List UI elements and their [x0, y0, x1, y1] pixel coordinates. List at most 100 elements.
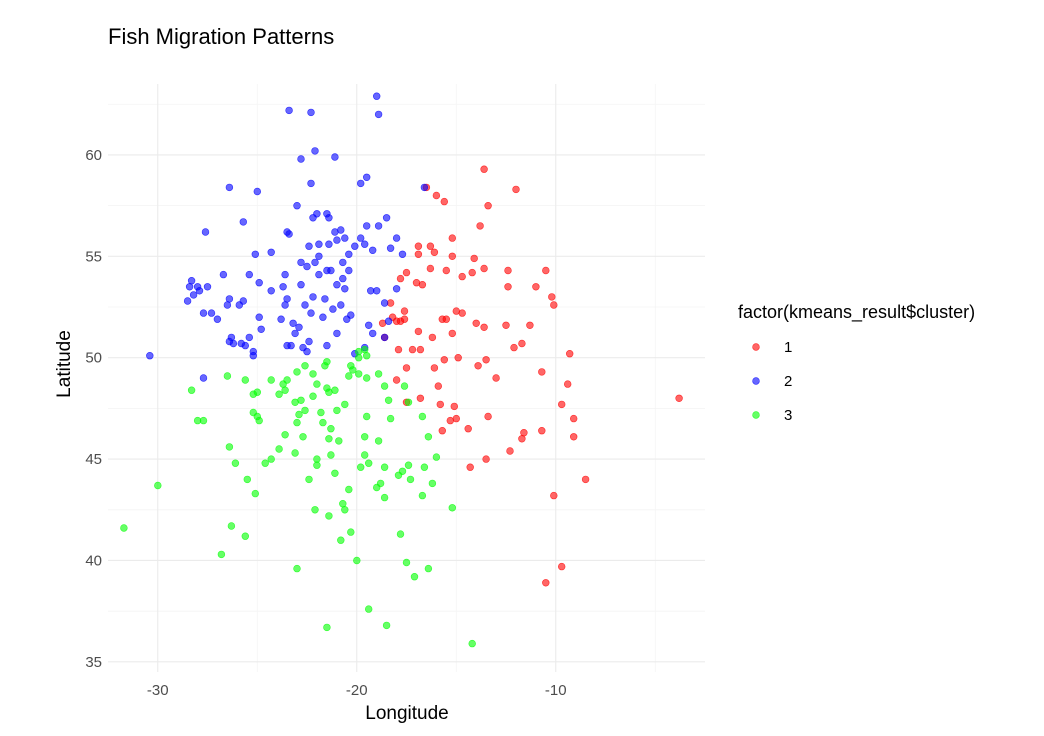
data-point-cluster-2 — [219, 270, 228, 279]
data-point-cluster-3 — [337, 536, 345, 544]
data-point-cluster-2 — [223, 301, 232, 309]
data-point-cluster-1 — [482, 455, 490, 463]
data-point-cluster-1 — [436, 400, 444, 409]
data-point-cluster-3 — [241, 532, 250, 540]
y-tick-label: 40 — [85, 552, 102, 569]
legend: factor(kmeans_result$cluster) 1 2 3 — [738, 302, 975, 424]
data-point-cluster-3 — [120, 524, 128, 532]
data-point-cluster-2 — [339, 274, 347, 283]
data-point-cluster-2 — [297, 155, 305, 163]
data-point-cluster-1 — [474, 362, 482, 370]
data-point-cluster-2 — [311, 258, 319, 267]
data-point-cluster-1 — [414, 242, 423, 250]
data-point-cluster-1 — [458, 272, 466, 281]
data-point-cluster-3 — [319, 418, 327, 427]
data-point-cluster-2 — [267, 287, 275, 295]
data-point-cluster-2 — [253, 187, 261, 196]
data-point-cluster-1 — [402, 268, 411, 277]
data-point-cluster-1 — [418, 281, 427, 289]
data-point-cluster-1 — [448, 234, 456, 242]
data-point-cluster-2 — [363, 173, 371, 182]
data-point-cluster-1 — [484, 412, 492, 421]
data-point-cluster-2 — [251, 250, 260, 259]
data-point-cluster-1 — [480, 323, 488, 331]
data-point-cluster-2 — [339, 258, 347, 267]
scatter-points — [120, 92, 683, 648]
data-point-cluster-3 — [275, 445, 283, 453]
data-point-cluster-3 — [380, 463, 389, 471]
data-point-cluster-1 — [506, 447, 514, 455]
plot-grid — [108, 84, 705, 672]
data-point-cluster-3 — [281, 386, 289, 394]
data-point-cluster-2 — [325, 240, 333, 248]
data-point-cluster-2 — [225, 295, 234, 303]
data-point-cluster-2 — [245, 333, 254, 342]
data-point-cluster-2 — [289, 319, 297, 327]
data-point-cluster-2 — [315, 270, 323, 279]
data-point-cluster-2 — [357, 234, 365, 242]
data-point-cluster-3 — [363, 352, 371, 360]
data-point-cluster-2 — [239, 297, 248, 305]
data-point-cluster-3 — [261, 459, 269, 467]
data-point-cluster-1 — [394, 345, 403, 354]
data-point-cluster-2 — [363, 222, 371, 230]
data-point-cluster-1 — [512, 185, 520, 194]
data-point-cluster-1 — [504, 266, 512, 275]
data-point-cluster-1 — [438, 427, 446, 435]
data-point-cluster-3 — [154, 481, 162, 490]
y-tick-label: 60 — [85, 147, 102, 164]
data-point-cluster-3 — [223, 372, 232, 380]
data-point-cluster-3 — [357, 463, 365, 471]
data-point-cluster-2 — [323, 266, 331, 275]
data-point-cluster-3 — [335, 437, 343, 445]
data-point-cluster-1 — [492, 374, 500, 382]
data-point-cluster-3 — [327, 451, 335, 459]
data-point-cluster-2 — [255, 313, 263, 321]
y-tick-label: 35 — [85, 654, 102, 671]
data-point-cluster-1 — [416, 394, 425, 402]
data-point-cluster-3 — [341, 400, 349, 409]
data-point-cluster-2 — [315, 252, 323, 260]
data-point-cluster-3 — [339, 500, 347, 508]
data-point-cluster-3 — [327, 425, 335, 433]
data-point-cluster-3 — [386, 414, 395, 423]
data-point-cluster-1 — [480, 264, 488, 273]
data-point-cluster-2 — [189, 291, 198, 299]
data-point-cluster-3 — [384, 396, 393, 404]
data-point-cluster-2 — [285, 230, 293, 238]
data-point-cluster-3 — [253, 388, 261, 396]
chart-title: Fish Migration Patterns — [108, 24, 334, 49]
data-point-cluster-3 — [373, 483, 381, 492]
data-point-cluster-1 — [402, 364, 411, 372]
data-point-cluster-3 — [293, 418, 301, 427]
data-point-cluster-3 — [418, 412, 427, 421]
data-point-cluster-2 — [199, 309, 208, 317]
data-point-cluster-3 — [468, 639, 476, 648]
data-point-cluster-2 — [337, 301, 345, 309]
data-point-cluster-2 — [285, 106, 293, 115]
data-point-cluster-3 — [249, 408, 258, 417]
data-point-cluster-2 — [374, 110, 383, 119]
data-point-cluster-3 — [309, 370, 317, 378]
data-point-cluster-3 — [398, 467, 407, 475]
data-point-cluster-1 — [550, 491, 558, 500]
data-point-cluster-2 — [297, 258, 305, 267]
y-axis-title: Latitude — [54, 330, 75, 398]
data-point-cluster-1 — [458, 309, 466, 317]
y-tick-label: 55 — [85, 248, 102, 265]
y-tick-label: 50 — [85, 350, 102, 367]
data-point-cluster-3 — [361, 433, 369, 441]
data-point-cluster-1 — [454, 354, 462, 362]
data-point-cluster-2 — [297, 281, 305, 289]
data-point-cluster-3 — [293, 368, 301, 376]
data-point-cluster-2 — [333, 236, 341, 244]
data-point-cluster-2 — [185, 283, 194, 291]
data-point-cluster-1 — [565, 350, 574, 358]
data-point-cluster-2 — [311, 147, 319, 155]
data-point-cluster-2 — [333, 329, 341, 338]
axis-tick-labels: -30 -20 -10 35 40 45 50 55 60 — [85, 147, 566, 699]
data-point-cluster-3 — [243, 475, 252, 484]
data-point-cluster-3 — [227, 522, 236, 530]
data-point-cluster-3 — [313, 461, 321, 469]
